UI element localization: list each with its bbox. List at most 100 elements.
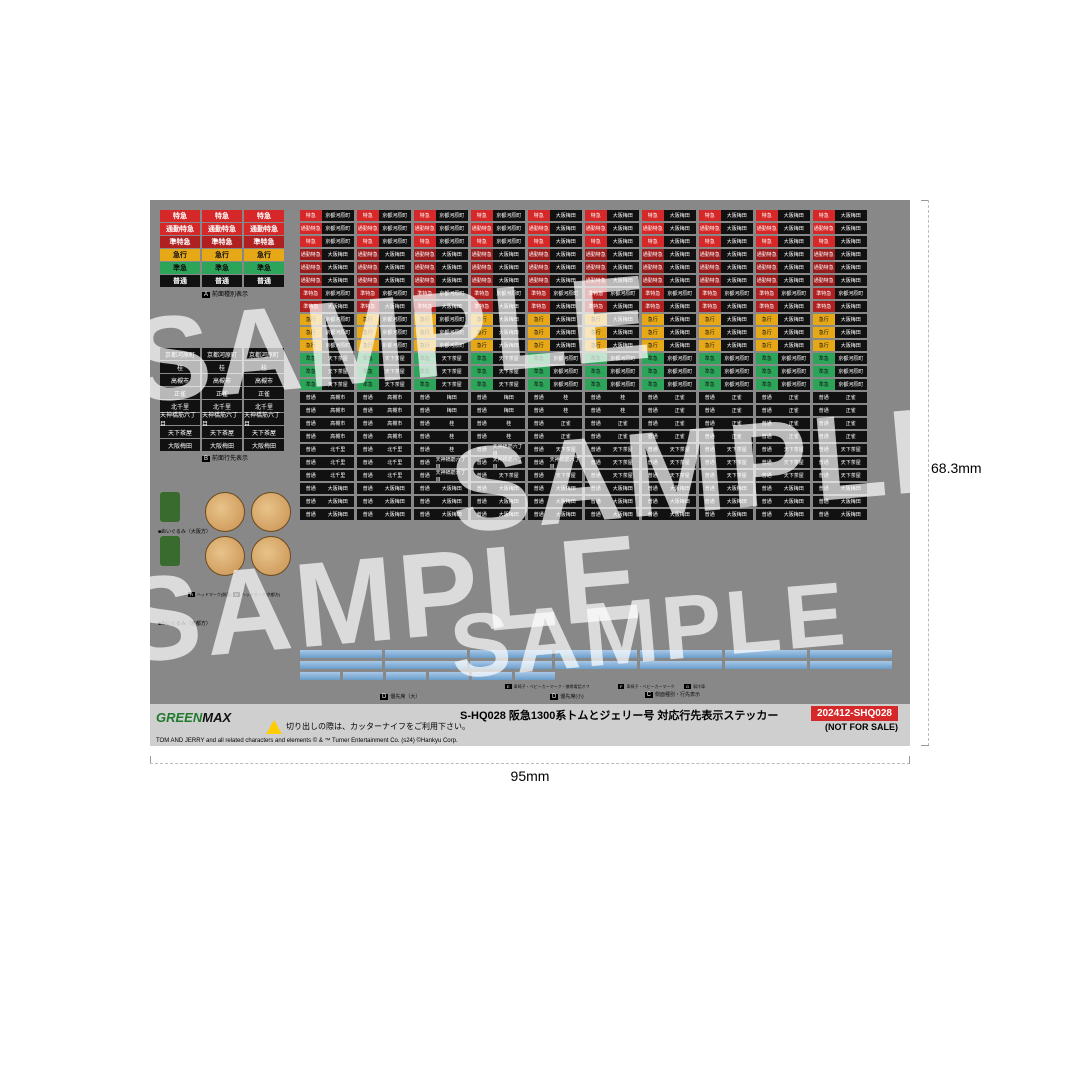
roll-sticker: 準急京都河原町 <box>585 353 639 364</box>
roll-sticker: 普通大阪梅田 <box>357 483 411 494</box>
roll-sticker: 普通大阪梅田 <box>756 496 810 507</box>
roll-sticker: 準急天下茶屋 <box>300 366 354 377</box>
roll-sticker: 準急京都河原町 <box>528 366 582 377</box>
character-headmarks <box>160 492 292 622</box>
roll-sticker: 特急京都河原町 <box>471 236 525 247</box>
greenmax-logo: GREENMAX <box>156 710 231 725</box>
type-pill: 急行 <box>160 249 200 261</box>
type-pill: 通勤特急 <box>244 223 284 235</box>
warning-icon <box>266 720 282 734</box>
char-label: ■ぬいぐるみ（京都方） <box>158 620 211 627</box>
roll-sticker: 通勤特急大阪梅田 <box>585 262 639 273</box>
not-for-sale: (NOT FOR SALE) <box>825 722 898 732</box>
roll-sticker: 普通正雀 <box>528 431 582 442</box>
roll-sticker: 準急京都河原町 <box>756 353 810 364</box>
roll-sticker: 普通高槻市 <box>357 418 411 429</box>
priority-sticker <box>385 661 467 669</box>
type-pill: 準特急 <box>160 236 200 248</box>
roll-sticker: 急行大阪梅田 <box>471 340 525 351</box>
roll-sticker: 準急京都河原町 <box>528 379 582 390</box>
priority-sticker-small <box>429 672 469 680</box>
roll-sticker: 準特急京都河原町 <box>756 288 810 299</box>
roll-sticker: 急行京都河原町 <box>357 327 411 338</box>
section-c-label: C側面種別・行先表示 <box>645 691 700 698</box>
roll-sticker: 準急天下茶屋 <box>300 379 354 390</box>
roll-sticker: 普通大阪梅田 <box>585 483 639 494</box>
roll-sticker: 通勤特急大阪梅田 <box>528 223 582 234</box>
roll-sticker: 通勤特急大阪梅田 <box>756 275 810 286</box>
roll-sticker: 普通高槻市 <box>357 405 411 416</box>
priority-sticker <box>555 661 637 669</box>
roll-sticker: 普通大阪梅田 <box>756 483 810 494</box>
roll-sticker: 準急京都河原町 <box>699 379 753 390</box>
roll-sticker: 特急京都河原町 <box>357 210 411 221</box>
roll-sticker: 普通大阪梅田 <box>642 509 696 520</box>
roll-sticker: 普通桂 <box>585 405 639 416</box>
roll-sticker: 急行京都河原町 <box>414 327 468 338</box>
roll-sticker: 通勤特急大阪梅田 <box>414 262 468 273</box>
roll-sticker: 通勤特急大阪梅田 <box>699 223 753 234</box>
roll-sticker: 急行大阪梅田 <box>642 327 696 338</box>
dim-height-label: 68.3mm <box>931 460 982 476</box>
roll-sticker: 普通天下茶屋 <box>813 457 867 468</box>
copyright: TOM AND JERRY and all related characters… <box>156 738 458 744</box>
headmark-icon <box>205 536 245 576</box>
roll-sticker: 通勤特急大阪梅田 <box>585 249 639 260</box>
section-d2-label: D優先席(小) <box>550 693 584 700</box>
section-b-label: B前面行先表示 <box>160 453 290 462</box>
roll-sticker: 普通正雀 <box>585 431 639 442</box>
roll-sticker: 普通大阪梅田 <box>813 483 867 494</box>
roll-sticker: 通勤特急大阪梅田 <box>528 275 582 286</box>
dest-pill: 大阪梅田 <box>244 439 284 451</box>
roll-sticker: 普通正雀 <box>813 392 867 403</box>
roll-sticker: 普通天神橋筋六丁目 <box>528 457 582 468</box>
roll-sticker: 準特急京都河原町 <box>357 288 411 299</box>
roll-sticker: 準特急京都河原町 <box>813 288 867 299</box>
roll-sticker: 普通大阪梅田 <box>414 509 468 520</box>
roll-sticker: 普通大阪梅田 <box>756 509 810 520</box>
roll-sticker: 普通梅田 <box>471 405 525 416</box>
roll-sticker: 準急京都河原町 <box>585 379 639 390</box>
roll-sticker: 急行大阪梅田 <box>585 327 639 338</box>
roll-sticker: 普通天下茶屋 <box>585 470 639 481</box>
roll-sticker: 普通大阪梅田 <box>471 509 525 520</box>
section-g-label: G弱冷車 <box>684 684 705 690</box>
roll-sticker: 通勤特急大阪梅田 <box>414 275 468 286</box>
plush-kyoto-icon <box>160 536 180 566</box>
priority-sticker <box>725 661 807 669</box>
roll-sticker: 普通大阪梅田 <box>642 483 696 494</box>
roll-sticker: 通勤特急大阪梅田 <box>585 275 639 286</box>
roll-sticker: 普通大阪梅田 <box>528 509 582 520</box>
type-pill: 準急 <box>202 262 242 274</box>
roll-sticker: 普通正雀 <box>699 392 753 403</box>
roll-sticker: 普通大阪梅田 <box>528 483 582 494</box>
roll-sticker: 普通天下茶屋 <box>813 444 867 455</box>
roll-sticker: 普通大阪梅田 <box>813 509 867 520</box>
roll-sticker: 普通北千里 <box>300 457 354 468</box>
sticker-sheet: 特急特急特急通勤特急通勤特急通勤特急準特急準特急準特急急行急行急行準急準急準急普… <box>150 200 910 746</box>
roll-sticker: 準急京都河原町 <box>528 353 582 364</box>
roll-sticker: 急行大阪梅田 <box>756 327 810 338</box>
roll-sticker: 普通梅田 <box>414 405 468 416</box>
roll-sticker: 特急大阪梅田 <box>585 236 639 247</box>
section-d-priority <box>300 650 900 690</box>
roll-sticker: 急行大阪梅田 <box>699 340 753 351</box>
char-label: Hヘッドマーク(前面) Hヘッドマーク(京都方) <box>188 592 280 598</box>
roll-sticker: 準特急京都河原町 <box>528 288 582 299</box>
roll-sticker: 普通正雀 <box>756 418 810 429</box>
roll-sticker: 準急京都河原町 <box>699 353 753 364</box>
roll-sticker: 普通天下茶屋 <box>585 444 639 455</box>
dest-pill: 天神橋筋六丁目 <box>160 413 200 425</box>
type-pill: 急行 <box>202 249 242 261</box>
roll-sticker: 普通北千里 <box>357 457 411 468</box>
roll-sticker: 急行京都河原町 <box>300 314 354 325</box>
roll-sticker: 普通桂 <box>471 431 525 442</box>
priority-sticker <box>810 650 892 658</box>
roll-sticker: 普通大阪梅田 <box>300 483 354 494</box>
roll-sticker: 普通大阪梅田 <box>813 496 867 507</box>
priority-sticker <box>725 650 807 658</box>
roll-sticker: 普通天神橋筋六丁目 <box>471 457 525 468</box>
section-e-label: E車椅子・ベビーカーマーク・携帯電話オフ <box>505 684 590 690</box>
roll-sticker: 普通高槻市 <box>357 392 411 403</box>
type-pill: 準特急 <box>202 236 242 248</box>
